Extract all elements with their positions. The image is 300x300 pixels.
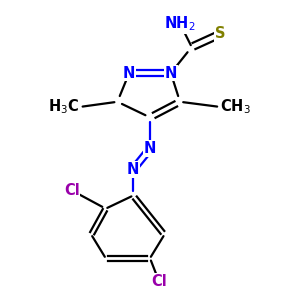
Text: Cl: Cl	[64, 183, 80, 198]
Text: Cl: Cl	[151, 274, 167, 289]
Text: S: S	[215, 26, 226, 41]
Text: NH$_2$: NH$_2$	[164, 14, 196, 33]
Text: N: N	[144, 141, 156, 156]
Text: N: N	[123, 66, 135, 81]
Text: CH$_3$: CH$_3$	[220, 98, 251, 116]
Text: N: N	[165, 66, 177, 81]
Text: N: N	[127, 162, 139, 177]
Text: H$_3$C: H$_3$C	[48, 98, 80, 116]
